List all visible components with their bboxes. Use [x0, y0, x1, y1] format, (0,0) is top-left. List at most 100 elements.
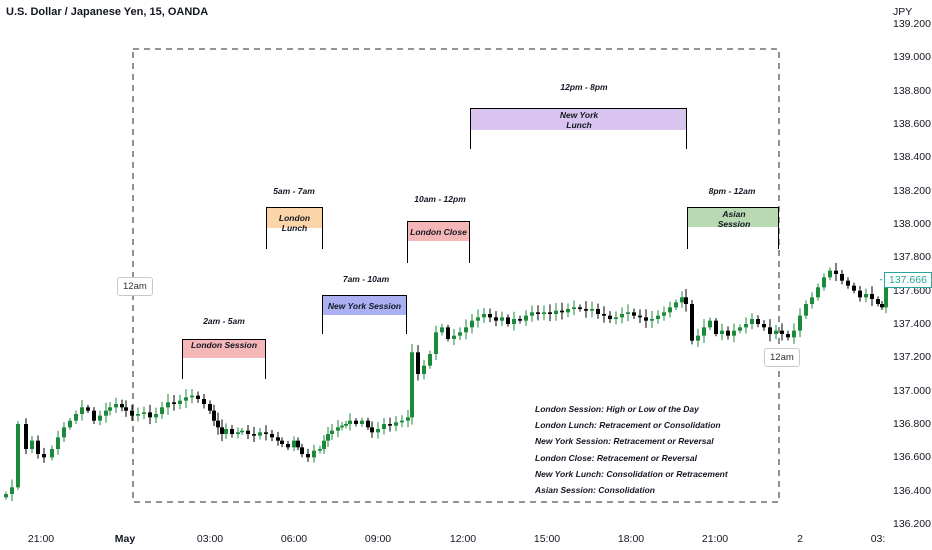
note-london-close: London Close: Retracement or Reversal — [535, 453, 698, 463]
candle — [864, 288, 868, 303]
session-london-lunch-time: 5am - 7am — [273, 186, 315, 196]
candle — [120, 399, 124, 412]
candle — [852, 282, 856, 294]
candle — [656, 310, 660, 324]
session-asian: Asian Session — [687, 207, 779, 249]
candle — [590, 301, 594, 318]
candle — [684, 289, 688, 312]
end-marker: 12am — [764, 348, 800, 367]
session-ny: New York Session — [322, 295, 407, 334]
candle — [148, 404, 152, 425]
candle — [662, 306, 666, 321]
candle — [834, 262, 838, 282]
candle — [858, 285, 862, 302]
candle — [280, 437, 284, 447]
y-tick-label: 137.400 — [893, 318, 931, 330]
candle — [714, 318, 718, 337]
candle — [780, 323, 784, 341]
candle — [584, 301, 588, 318]
candle — [822, 273, 826, 291]
candle — [300, 443, 304, 458]
candle — [762, 320, 766, 331]
session-london-close-label: London Close — [410, 227, 467, 237]
y-tick-label: 137.000 — [893, 384, 931, 397]
session-asian-time: 8pm - 12am — [708, 186, 756, 196]
candle — [410, 344, 414, 425]
candle — [458, 327, 462, 341]
x-tick-label: 18:00 — [617, 533, 645, 545]
session-london-lunch: London Lunch — [266, 207, 323, 249]
candle — [30, 435, 34, 454]
candle — [566, 303, 570, 318]
x-tick-label: 2 — [797, 533, 803, 545]
candle — [876, 296, 880, 307]
session-london-fill — [183, 340, 265, 358]
candle — [236, 427, 240, 439]
candle — [440, 323, 444, 336]
note-ny: New York Session: Retracement or Reversa… — [535, 436, 714, 446]
candle — [702, 319, 706, 344]
session-ny-label: New York Session — [327, 301, 402, 311]
time-window-box — [132, 48, 780, 503]
candle — [184, 389, 188, 409]
candle — [154, 407, 158, 424]
candle — [530, 305, 534, 322]
candle — [370, 421, 374, 438]
y-tick-label: 138.200 — [893, 184, 931, 197]
candle — [720, 323, 724, 341]
candle — [632, 308, 636, 320]
candle — [344, 421, 348, 429]
candle — [512, 311, 516, 331]
candle — [726, 326, 730, 340]
candle — [366, 417, 370, 430]
candle — [10, 479, 14, 502]
candle — [258, 428, 262, 440]
candle — [620, 307, 624, 324]
candle — [202, 394, 206, 409]
candle — [264, 425, 268, 441]
candle — [224, 423, 228, 440]
candle — [596, 303, 600, 319]
candle — [810, 292, 814, 309]
candle — [774, 324, 778, 340]
candle — [208, 400, 212, 414]
candle — [124, 400, 128, 417]
y-tick-label: 138.000 — [893, 218, 931, 230]
candle — [292, 436, 296, 452]
session-london-close-time: 10am - 12pm — [414, 194, 466, 204]
x-tick-label: 03: — [870, 533, 886, 545]
candle — [142, 406, 146, 420]
candle — [828, 267, 832, 281]
candle — [330, 424, 334, 440]
candle — [354, 418, 358, 427]
candle — [36, 435, 40, 459]
candle — [870, 286, 874, 307]
session-ny-time: 7am - 10am — [342, 274, 390, 284]
candle — [136, 407, 140, 422]
session-ny-lunch: New York Lunch — [470, 108, 687, 149]
note-asian: Asian Session: Consolidation — [535, 485, 655, 495]
candle — [104, 402, 108, 423]
session-london-lunch-label: London Lunch — [278, 213, 311, 233]
candle — [376, 422, 380, 439]
candle — [230, 425, 234, 438]
candle — [406, 410, 410, 428]
candle — [708, 317, 712, 331]
candle — [42, 447, 46, 463]
candle — [166, 394, 170, 415]
candle — [270, 429, 274, 442]
candle — [792, 323, 796, 344]
candle — [554, 303, 558, 321]
candle — [768, 319, 772, 342]
candle — [536, 305, 540, 321]
candle — [190, 388, 194, 404]
session-asian-label: Asian Session — [717, 209, 751, 229]
x-tick-label: May — [114, 533, 136, 545]
candle — [216, 412, 220, 435]
candle — [674, 299, 678, 311]
currency-label: JPY — [893, 6, 913, 18]
candle — [196, 391, 200, 403]
candle — [68, 418, 72, 430]
candle — [336, 420, 340, 438]
